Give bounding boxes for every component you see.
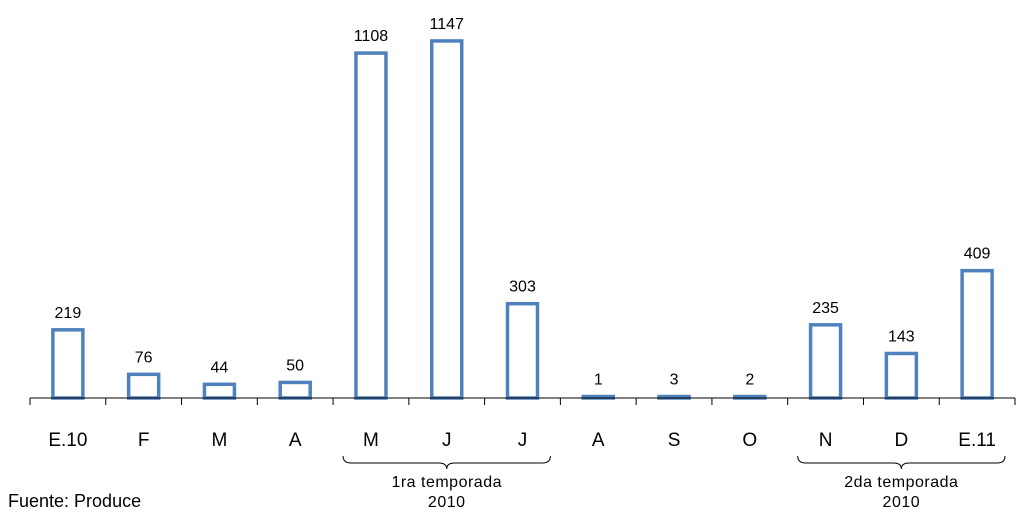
data-label-5: 1108 <box>354 28 389 45</box>
data-label-12: 143 <box>888 328 915 345</box>
source-note: Fuente: Produce <box>8 491 141 511</box>
group-year-1: 2010 <box>428 494 466 511</box>
data-label-11: 235 <box>812 300 839 317</box>
x-tick-label-10: O <box>742 430 757 451</box>
bar-2 <box>126 372 161 400</box>
data-label-4: 50 <box>286 357 304 374</box>
x-tick-label-5: M <box>363 430 379 451</box>
x-tick-label-9: S <box>668 430 681 451</box>
x-tick-label-6: J <box>442 430 452 451</box>
bars <box>51 39 994 400</box>
group-brace-2 <box>797 455 1006 470</box>
bar-11 <box>808 323 843 400</box>
bar-7 <box>505 301 540 400</box>
bar-5 <box>354 51 388 400</box>
x-axis-tick-labels: E.10 F M A M J J A S O N D E.11 <box>48 430 996 451</box>
data-label-10: 2 <box>745 372 754 389</box>
data-label-6: 1147 <box>430 16 465 33</box>
data-label-13: 409 <box>964 246 991 263</box>
x-tick-label-7: J <box>518 430 528 451</box>
bar-13 <box>960 268 994 400</box>
x-tick-label-13: E.11 <box>958 430 996 451</box>
data-label-2: 76 <box>135 349 153 366</box>
data-label-1: 219 <box>55 305 82 322</box>
bar-3 <box>202 382 237 400</box>
x-tick-label-12: D <box>894 430 908 451</box>
data-label-9: 3 <box>670 372 679 389</box>
x-axis-ticks <box>29 398 1016 405</box>
x-tick-label-8: A <box>592 430 605 451</box>
bar-12 <box>884 351 919 400</box>
group-label-2: 2da temporada <box>844 474 958 491</box>
bar-6 <box>429 39 464 400</box>
data-label-8: 1 <box>594 372 603 389</box>
x-tick-label-4: A <box>289 430 302 451</box>
data-label-7: 303 <box>509 279 536 296</box>
x-tick-label-11: N <box>819 430 833 451</box>
group-label-1: 1ra temporada <box>391 474 502 491</box>
group-year-2: 2010 <box>883 494 921 511</box>
x-tick-label-1: E.10 <box>48 430 87 451</box>
bar-4 <box>278 380 312 400</box>
x-tick-label-2: F <box>138 430 150 451</box>
bar-1 <box>51 328 85 400</box>
data-label-3: 44 <box>211 359 229 376</box>
season-groups: 1ra temporada 2010 2da temporada 2010 <box>342 455 1006 511</box>
data-labels: 219 76 44 50 1108 1147 303 1 3 2 235 143 409 <box>55 16 991 389</box>
group-brace-1 <box>342 455 551 470</box>
x-tick-label-3: M <box>212 430 228 451</box>
